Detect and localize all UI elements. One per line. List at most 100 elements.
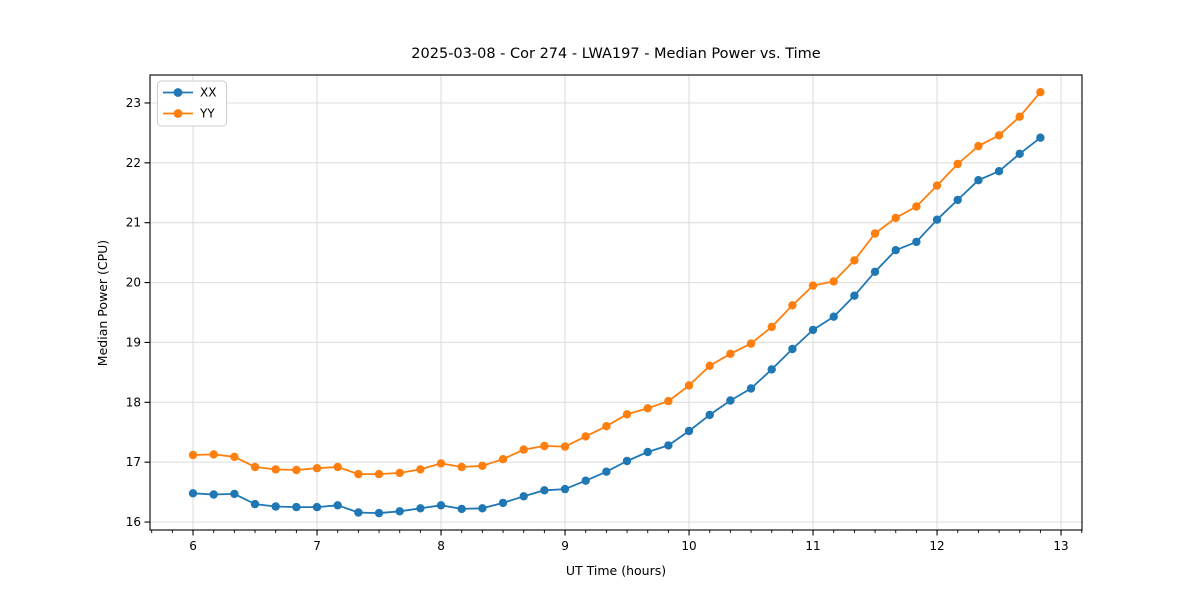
- data-point: [1036, 88, 1045, 97]
- data-point: [209, 450, 218, 459]
- data-point: [622, 410, 632, 419]
- y-tick-label: 17: [126, 455, 141, 469]
- series-yy: [188, 88, 1045, 479]
- data-point: [664, 396, 673, 406]
- data-point: [188, 450, 198, 460]
- data-point: [1036, 133, 1045, 142]
- data-point: [209, 490, 218, 499]
- data-point: [312, 464, 322, 473]
- data-point: [870, 267, 880, 276]
- data-point: [333, 462, 342, 472]
- data-point: [436, 459, 446, 468]
- data-point: [230, 452, 239, 461]
- data-point: [540, 441, 549, 451]
- data-point: [292, 465, 301, 475]
- data-point: [188, 489, 198, 498]
- data-point: [602, 422, 611, 431]
- y-tick-label: 19: [126, 335, 141, 349]
- legend-label-yy: YY: [199, 107, 215, 121]
- x-tick-label: 8: [437, 539, 445, 553]
- data-point: [746, 384, 756, 393]
- data-point: [808, 325, 818, 335]
- legend-entry-xx: XX: [163, 86, 216, 100]
- y-tick-label: 23: [126, 96, 141, 110]
- x-tick-label: 11: [805, 539, 820, 553]
- data-point: [788, 344, 797, 354]
- data-point: [808, 281, 818, 290]
- data-point: [581, 476, 590, 485]
- data-point: [767, 322, 776, 332]
- data-point: [746, 339, 756, 348]
- data-point: [767, 365, 776, 374]
- data-point: [416, 504, 425, 513]
- data-point: [478, 461, 487, 470]
- data-point: [953, 159, 962, 169]
- data-point: [581, 432, 590, 441]
- data-point: [374, 469, 384, 479]
- data-point: [684, 381, 694, 390]
- legend: XX YY: [157, 80, 227, 127]
- data-point: [292, 502, 301, 512]
- y-axis-label: Median Power (CPU): [95, 240, 110, 366]
- data-point: [643, 447, 652, 457]
- data-point: [622, 456, 632, 466]
- data-point: [250, 499, 260, 509]
- data-point: [932, 181, 942, 190]
- data-point: [788, 301, 797, 310]
- legend-marker-xx: [173, 88, 183, 97]
- x-tick-label: 10: [681, 539, 696, 553]
- data-point: [271, 465, 280, 474]
- data-point: [540, 486, 549, 495]
- data-point: [519, 492, 528, 501]
- data-point: [436, 501, 446, 510]
- axis-tick-labels: 6 7 8 9 10 11 12 13 16 17 18 19 20 21 22 23: [126, 96, 1069, 553]
- data-point: [891, 213, 900, 223]
- data-point: [912, 202, 921, 211]
- data-point: [912, 237, 921, 247]
- y-tick-label: 21: [126, 216, 141, 230]
- data-point: [643, 404, 652, 413]
- data-point: [1015, 112, 1024, 121]
- data-point: [1015, 149, 1024, 158]
- x-tick-label: 12: [929, 539, 944, 553]
- data-point: [705, 361, 714, 370]
- data-point: [891, 246, 900, 255]
- data-point: [498, 498, 508, 508]
- data-point: [519, 445, 528, 454]
- legend-marker-yy: [173, 109, 183, 118]
- x-tick-label: 9: [561, 539, 569, 553]
- data-point: [374, 508, 384, 518]
- y-tick-label: 16: [126, 515, 141, 529]
- data-point: [333, 501, 342, 510]
- gridlines: [150, 75, 1082, 530]
- data-point: [953, 195, 962, 205]
- data-point: [994, 131, 1004, 140]
- data-point: [250, 462, 260, 472]
- data-point: [684, 426, 694, 436]
- data-point: [498, 455, 508, 464]
- data-point: [478, 504, 487, 513]
- data-point: [994, 167, 1004, 176]
- data-point: [705, 410, 714, 420]
- data-point: [850, 256, 859, 265]
- legend-entry-yy: YY: [163, 107, 215, 121]
- data-point: [932, 215, 942, 224]
- data-point: [726, 396, 735, 405]
- data-point: [664, 441, 673, 450]
- data-point: [395, 507, 404, 516]
- data-point: [726, 349, 735, 358]
- data-point: [354, 469, 363, 479]
- legend-label-xx: XX: [200, 86, 216, 100]
- x-tick-label: 6: [189, 539, 197, 553]
- y-tick-label: 22: [126, 156, 141, 170]
- data-point: [829, 277, 838, 286]
- data-point: [870, 229, 880, 238]
- x-axis-label: UT Time (hours): [566, 563, 666, 578]
- y-tick-label: 20: [126, 276, 141, 290]
- data-point: [974, 176, 983, 185]
- data-point: [271, 502, 280, 511]
- data-point: [457, 462, 466, 472]
- data-point: [312, 502, 322, 512]
- data-point: [560, 484, 570, 494]
